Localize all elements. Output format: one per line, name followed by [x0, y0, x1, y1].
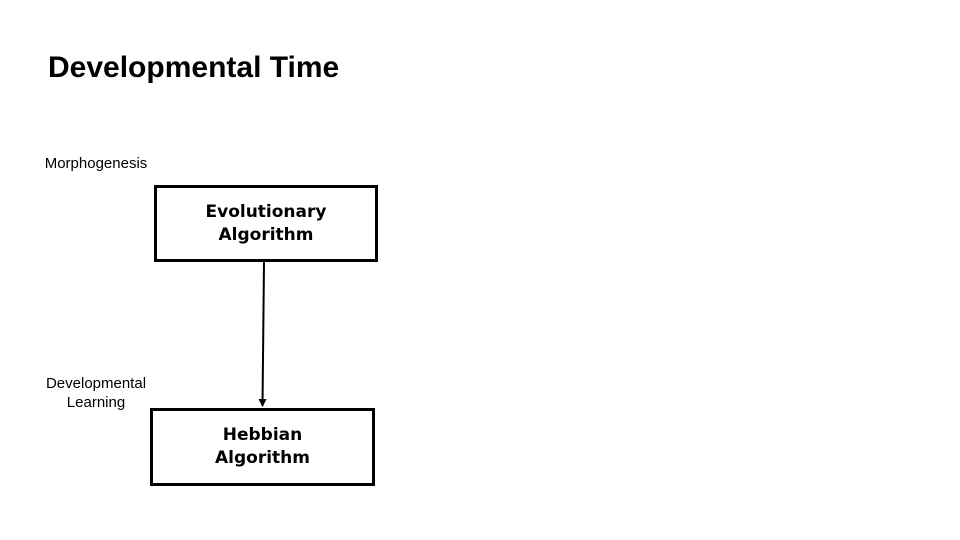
morphogenesis-label: Morphogenesis: [44, 155, 148, 172]
evolutionary-algorithm-label: Evolutionary Algorithm: [205, 201, 327, 245]
hebbian-algorithm-box: Hebbian Algorithm: [150, 408, 375, 486]
evolutionary-algorithm-box: Evolutionary Algorithm: [154, 185, 378, 262]
slide-title: Developmental Time: [48, 51, 340, 84]
developmental-learning-label: Developmental Learning: [45, 375, 147, 411]
evolutionary-to-hebbian-arrow: [258, 261, 267, 407]
hebbian-algorithm-label: Hebbian Algorithm: [215, 425, 310, 468]
